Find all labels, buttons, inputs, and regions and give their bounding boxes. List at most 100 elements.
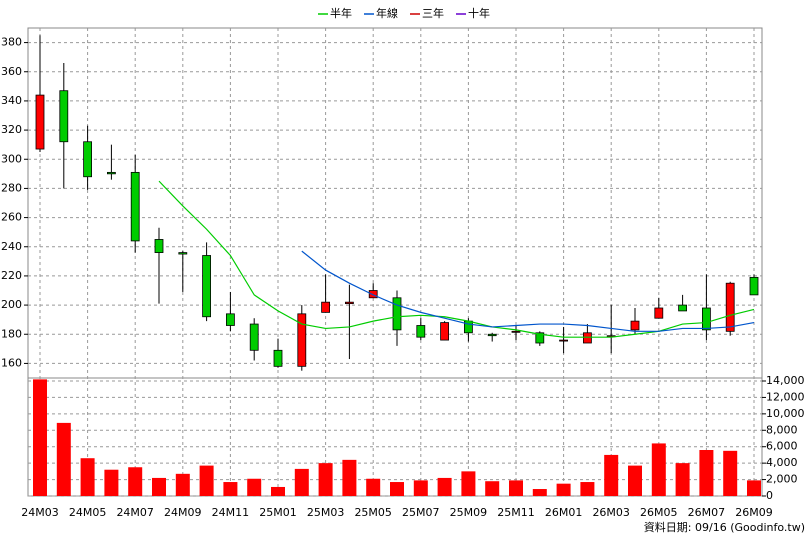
candle-body	[154, 239, 164, 253]
volume-bar	[104, 469, 119, 496]
y2-tick-label: 4,000	[766, 456, 798, 469]
volume-bar	[33, 379, 47, 496]
candle-body	[630, 320, 640, 331]
legend-label: 三年	[422, 6, 444, 20]
volume-bar	[152, 477, 166, 496]
footer: 資料日期: 09/16 (Goodinfo.tw)	[644, 520, 805, 534]
volume-bar	[175, 473, 190, 496]
candle-body	[59, 90, 69, 143]
candle-body	[130, 171, 140, 242]
volume-bar	[580, 482, 595, 496]
y-tick-label: 340	[1, 94, 22, 107]
x-tick-label: 25M11	[497, 506, 535, 519]
candle-body	[368, 290, 378, 299]
volume-bar	[271, 486, 285, 496]
candle-body	[487, 333, 497, 337]
volume-bar	[723, 450, 738, 496]
x-tick-label: 26M09	[735, 506, 773, 519]
candle-body	[440, 322, 450, 341]
y-tick-label: 200	[1, 298, 22, 311]
volume-bar	[532, 489, 547, 496]
y-tick-label: 160	[1, 356, 22, 369]
y-tick-label: 220	[1, 269, 22, 282]
y-tick-label: 180	[1, 327, 22, 340]
volume-bar	[80, 458, 95, 496]
x-tick-label: 24M09	[164, 506, 202, 519]
candle-body	[749, 276, 759, 296]
candle-body	[416, 325, 426, 338]
candle-body	[107, 171, 116, 175]
volume-bar	[675, 463, 690, 496]
legend-label: 年線	[376, 6, 398, 20]
y-tick-label: 260	[1, 211, 22, 224]
legend-label: 半年	[330, 6, 352, 20]
volume-bar	[56, 422, 71, 496]
y2-tick-label: 10,000	[766, 407, 805, 420]
volume-bar	[199, 465, 214, 496]
y-tick-label: 240	[1, 240, 22, 253]
candle-body	[678, 304, 687, 312]
x-tick-label: 24M03	[21, 506, 59, 519]
ma-line	[301, 250, 755, 332]
y-tick-label: 380	[1, 36, 22, 49]
volume-bar	[128, 467, 143, 496]
volume-bar	[628, 465, 642, 496]
volume-bar	[556, 483, 571, 496]
volume-bar	[509, 480, 523, 496]
candle-body	[559, 339, 568, 342]
x-tick-label: 25M03	[307, 506, 345, 519]
candle-body	[273, 349, 283, 367]
volume-bar	[294, 468, 309, 496]
candle-body	[202, 255, 212, 318]
y2-tick-label: 2,000	[766, 473, 798, 486]
volume-bar	[413, 480, 428, 496]
candle-body	[654, 307, 664, 319]
candle-body	[35, 94, 45, 150]
volume-bar	[318, 463, 333, 496]
volume-bar	[485, 481, 500, 496]
candle-body	[392, 297, 402, 331]
candle-body	[725, 282, 735, 332]
volume-bar	[390, 482, 404, 496]
x-tick-label: 26M05	[640, 506, 678, 519]
volume-bar	[247, 478, 262, 496]
x-tick-label: 25M07	[402, 506, 440, 519]
y-tick-label: 300	[1, 152, 22, 165]
x-tick-label: 25M05	[354, 506, 392, 519]
candle-body	[249, 323, 259, 351]
candle-body	[297, 313, 307, 367]
volume-bar	[747, 480, 761, 496]
x-tick-label: 25M09	[450, 506, 488, 519]
x-tick-label: 24M07	[116, 506, 154, 519]
volume-bar	[437, 477, 452, 496]
volume-bar	[699, 450, 714, 496]
volume-bar	[366, 478, 381, 496]
y-tick-label: 360	[1, 65, 22, 78]
y-tick-label: 320	[1, 123, 22, 136]
x-tick-label: 26M03	[592, 506, 630, 519]
y2-tick-label: 0	[766, 489, 773, 502]
volume-bar	[223, 482, 238, 496]
y2-tick-label: 6,000	[766, 440, 798, 453]
candle-body	[321, 301, 331, 313]
plot-frame	[27, 27, 763, 497]
volume-bar	[342, 459, 357, 496]
candle-body	[535, 332, 545, 344]
candle-body	[225, 313, 235, 326]
candle-body	[583, 332, 592, 344]
volume-bar	[461, 471, 476, 496]
candle-body	[344, 301, 354, 305]
y-tick-label: 280	[1, 181, 22, 194]
x-tick-label: 24M11	[212, 506, 250, 519]
candle-body	[83, 141, 92, 178]
x-tick-label: 24M05	[69, 506, 107, 519]
candle-body	[702, 307, 711, 331]
volume-bar	[651, 443, 666, 496]
candle-body	[178, 252, 188, 255]
legend-label: 十年	[468, 6, 490, 20]
y2-tick-label: 12,000	[766, 390, 805, 403]
volume-bar	[604, 454, 619, 496]
y2-tick-label: 14,000	[766, 374, 805, 387]
y2-tick-label: 8,000	[766, 423, 798, 436]
